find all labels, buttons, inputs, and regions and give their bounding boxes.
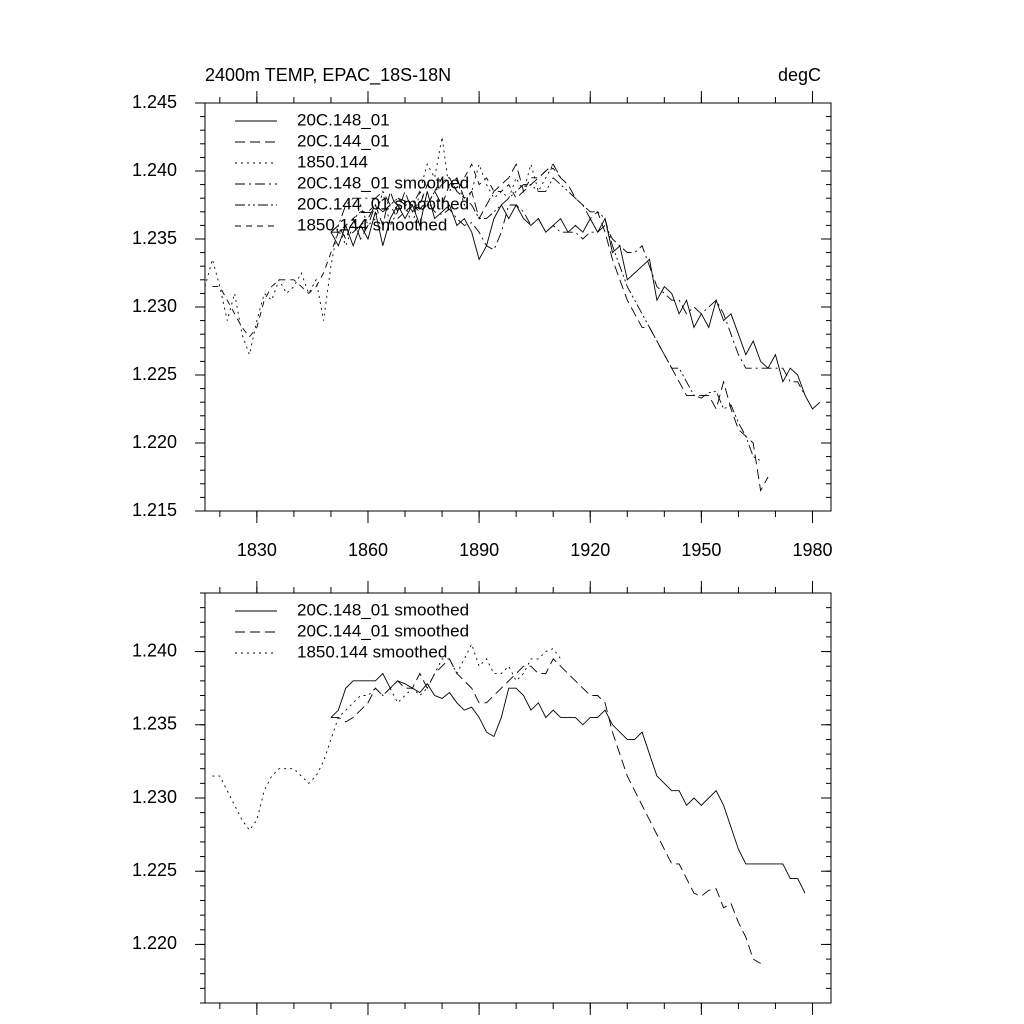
legend-label: 1850.144 smoothed <box>297 642 447 661</box>
x-tick-label: 1890 <box>459 540 499 560</box>
legend-label: 20C.148_01 <box>297 110 390 129</box>
units-label: degC <box>778 65 821 85</box>
y-tick-label: 1.235 <box>132 714 177 734</box>
legend-label: 20C.144_01 smoothed <box>297 194 469 213</box>
chart-title: 2400m TEMP, EPAC_18S-18N <box>205 65 451 86</box>
legend-label: 1850.144 smoothed <box>297 215 447 234</box>
series-line <box>212 643 561 831</box>
series-line <box>330 163 769 492</box>
series-line <box>330 672 806 894</box>
legend-label: 20C.148_01 smoothed <box>297 600 469 619</box>
series-line <box>212 163 561 338</box>
legend-label: 20C.144_01 <box>297 131 390 150</box>
legend-label: 1850.144 <box>297 152 368 171</box>
legend-label: 20C.148_01 smoothed <box>297 173 469 192</box>
y-tick-label: 1.225 <box>132 860 177 880</box>
y-tick-label: 1.235 <box>132 228 177 248</box>
y-tick-label: 1.230 <box>132 296 177 316</box>
y-tick-label: 1.240 <box>132 160 177 180</box>
series-line <box>330 177 761 462</box>
x-tick-label: 1950 <box>681 540 721 560</box>
x-tick-label: 1860 <box>348 540 388 560</box>
y-tick-label: 1.215 <box>132 500 177 520</box>
x-tick-label: 1830 <box>237 540 277 560</box>
y-tick-label: 1.240 <box>132 640 177 660</box>
y-tick-label: 1.245 <box>132 92 177 112</box>
legend-label: 20C.144_01 smoothed <box>297 621 469 640</box>
series-line <box>330 658 761 964</box>
y-tick-label: 1.220 <box>132 933 177 953</box>
y-tick-label: 1.220 <box>132 432 177 452</box>
series-line <box>330 190 806 396</box>
y-tick-label: 1.225 <box>132 364 177 384</box>
y-tick-label: 1.230 <box>132 787 177 807</box>
x-tick-label: 1920 <box>570 540 610 560</box>
x-tick-label: 1980 <box>792 540 832 560</box>
